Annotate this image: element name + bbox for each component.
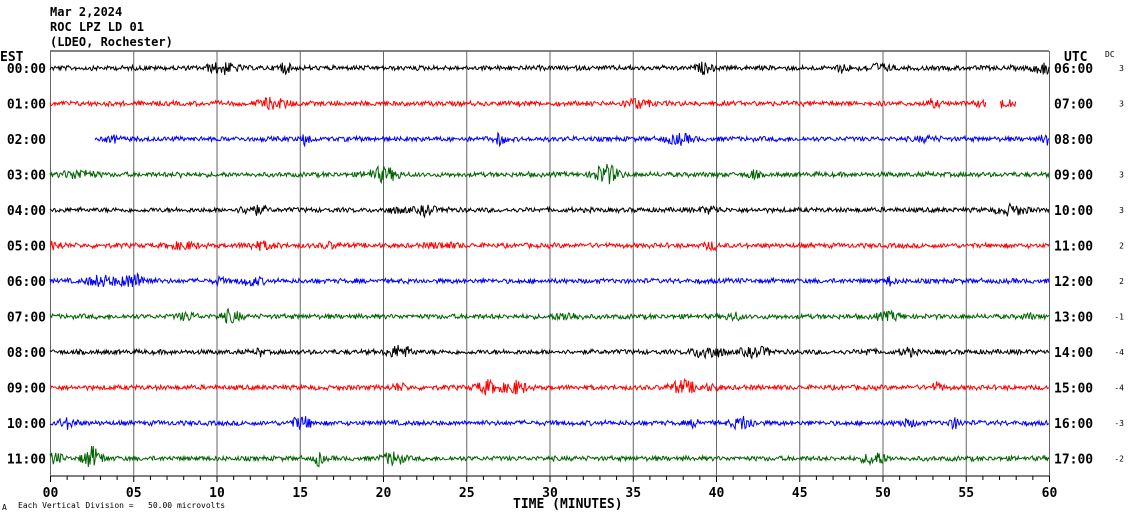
title-network: (LDEO, Rochester) <box>50 35 173 49</box>
x-tick-label: 55 <box>958 486 974 501</box>
est-row-label: 09:00 <box>7 382 46 397</box>
dc-value: -3 <box>1114 419 1124 428</box>
x-tick-label: 45 <box>792 486 808 501</box>
utc-row-label: 12:00 <box>1054 275 1093 290</box>
dc-value: 2 <box>1119 277 1124 286</box>
grid <box>50 50 1050 477</box>
est-row-label: 04:00 <box>7 204 46 219</box>
row-labels: 00:00 06:00 3 01:00 07:00 3 02:00 08:00 03:00 09:… <box>7 62 1124 468</box>
est-row-label: 02:00 <box>7 133 46 148</box>
utc-row-label: 11:00 <box>1054 240 1093 255</box>
x-tick-label: 25 <box>459 486 475 501</box>
seismic-trace <box>49 240 1050 252</box>
seismic-trace <box>49 61 1050 76</box>
utc-row-label: 08:00 <box>1054 133 1093 148</box>
utc-row-label: 06:00 <box>1054 62 1093 77</box>
utc-row-label: 15:00 <box>1054 382 1093 397</box>
dc-value: 3 <box>1119 64 1124 73</box>
est-row-label: 01:00 <box>7 98 46 113</box>
footnote-mark: A <box>2 503 7 512</box>
est-row-label: 11:00 <box>7 453 46 468</box>
utc-row-label: 07:00 <box>1054 98 1093 113</box>
seismic-trace <box>49 163 1050 185</box>
seismic-trace <box>49 378 1050 396</box>
seismic-trace <box>49 272 1050 288</box>
est-row-label: 07:00 <box>7 311 46 326</box>
footnote-scale: Each Vertical Division = 50.00 microvolt… <box>18 501 225 510</box>
est-row-label: 05:00 <box>7 240 46 255</box>
seismic-trace <box>49 446 1050 468</box>
x-tick-label: 35 <box>625 486 641 501</box>
dc-value: 3 <box>1119 100 1124 109</box>
dc-value: -4 <box>1114 384 1124 393</box>
dc-title: DC <box>1105 50 1115 59</box>
x-tick-label: 60 <box>1042 486 1058 501</box>
x-axis-title: TIME (MINUTES) <box>513 497 623 512</box>
est-row-label: 06:00 <box>7 275 46 290</box>
x-tick-label: 40 <box>709 486 725 501</box>
x-tick-label: 30 <box>542 486 558 501</box>
est-row-label: 03:00 <box>7 169 46 184</box>
seismic-trace <box>94 131 1050 148</box>
est-row-label: 10:00 <box>7 417 46 432</box>
dc-value: 3 <box>1119 206 1124 215</box>
title-date: Mar 2,2024 <box>50 5 122 19</box>
utc-row-label: 09:00 <box>1054 169 1093 184</box>
dc-value: -4 <box>1114 348 1124 357</box>
utc-row-label: 17:00 <box>1054 453 1093 468</box>
x-axis: 00 05 10 15 20 25 30 35 40 45 50 55 60 <box>43 476 1058 501</box>
utc-row-label: 16:00 <box>1054 417 1093 432</box>
seismic-trace <box>49 344 1050 360</box>
est-row-label: 00:00 <box>7 62 46 77</box>
dc-value: 2 <box>1119 242 1124 251</box>
x-tick-label: 10 <box>209 486 225 501</box>
utc-row-label: 10:00 <box>1054 204 1093 219</box>
dc-value: 3 <box>1119 171 1124 180</box>
est-axis-title: EST <box>0 50 24 65</box>
title-station: ROC LPZ LD 01 <box>50 20 144 34</box>
seismic-trace <box>49 96 1017 111</box>
x-tick-label: 15 <box>292 486 308 501</box>
utc-row-label: 14:00 <box>1054 346 1093 361</box>
x-tick-label: 05 <box>126 486 142 501</box>
dc-value: -1 <box>1114 313 1124 322</box>
traces <box>49 61 1050 468</box>
dc-value: -2 <box>1114 455 1124 464</box>
x-tick-label: 20 <box>376 486 392 501</box>
x-tick-label: 00 <box>43 486 59 501</box>
seismic-trace <box>49 415 1050 431</box>
seismic-trace <box>49 202 1050 219</box>
est-row-label: 08:00 <box>7 346 46 361</box>
x-tick-label: 50 <box>875 486 891 501</box>
utc-row-label: 13:00 <box>1054 311 1093 326</box>
utc-axis-title: UTC <box>1064 50 1087 65</box>
seismic-trace <box>49 307 1050 324</box>
